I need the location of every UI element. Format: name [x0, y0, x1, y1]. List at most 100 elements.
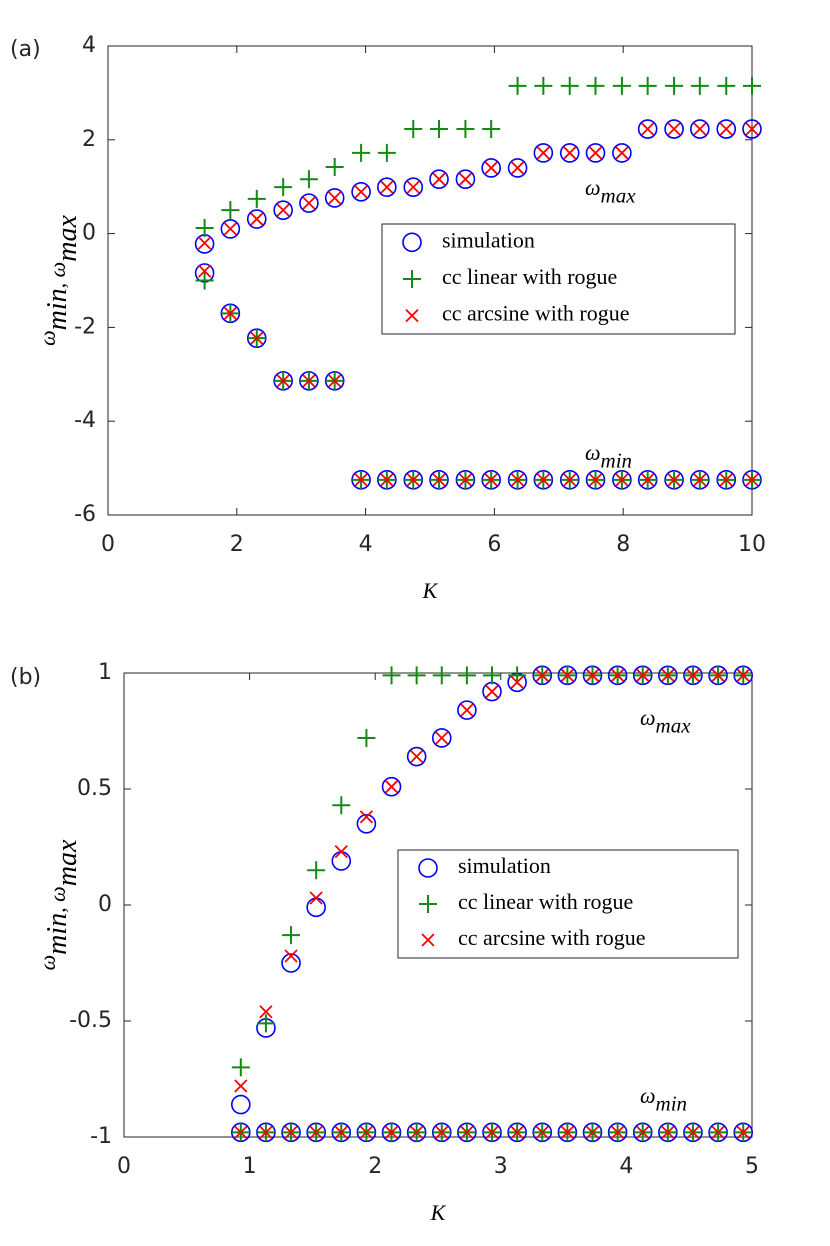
- marker-plus: [586, 76, 605, 95]
- marker-cross: [334, 845, 348, 859]
- marker-cross: [284, 1125, 298, 1139]
- marker-cross: [484, 473, 498, 487]
- marker-cross: [615, 146, 629, 160]
- symbol: , ω: [45, 886, 70, 913]
- symbol: ω: [35, 955, 60, 971]
- marker-plus: [299, 170, 318, 189]
- subscript: max: [52, 215, 83, 262]
- marker-circle: [612, 143, 632, 163]
- marker-plus: [231, 1058, 250, 1077]
- y-tick-label: 0.5: [77, 776, 112, 801]
- marker-cross: [585, 1125, 600, 1139]
- marker-circle: [220, 219, 241, 239]
- marker-circle: [299, 193, 319, 213]
- marker-cross: [536, 473, 550, 487]
- legend-marker: [418, 858, 438, 878]
- subscript: max: [601, 183, 637, 207]
- legend-marker: [403, 270, 421, 288]
- marker-cross: [302, 196, 316, 210]
- marker-cross: [460, 1125, 474, 1139]
- y-axis-label: ωmin, ωmax: [35, 839, 83, 970]
- marker-cross: [276, 203, 290, 217]
- marker-plus: [195, 218, 214, 237]
- marker-cross: [284, 949, 298, 963]
- marker-plus: [325, 158, 344, 177]
- y-tick-label: -6: [74, 502, 96, 527]
- legend-marker: [405, 309, 419, 323]
- marker-cross: [636, 668, 650, 682]
- subscript: max: [52, 839, 83, 886]
- marker-cross: [234, 1125, 248, 1139]
- x-tick-label: 10: [738, 532, 766, 557]
- marker-cross: [410, 1125, 424, 1139]
- marker-circle: [742, 119, 762, 139]
- y-tick-label: 1: [98, 660, 112, 685]
- marker-plus: [282, 926, 301, 945]
- marker-cross: [458, 172, 473, 186]
- x-tick-label: 3: [494, 1154, 508, 1179]
- subscript: min: [42, 913, 73, 955]
- marker-cross: [560, 1125, 575, 1139]
- marker-cross: [432, 172, 446, 186]
- marker-cross: [510, 675, 524, 689]
- subscript: max: [656, 713, 692, 737]
- marker-cross: [563, 473, 577, 487]
- x-tick-label: 4: [619, 1154, 633, 1179]
- marker-plus: [690, 76, 709, 95]
- marker-cross: [384, 1125, 399, 1139]
- marker-cross: [510, 161, 525, 175]
- legend-box: [397, 849, 739, 959]
- marker-plus: [560, 76, 579, 95]
- marker-circle: [507, 158, 528, 178]
- marker-plus: [456, 120, 475, 139]
- marker-cross: [610, 1125, 625, 1139]
- legend-marker: [421, 933, 435, 947]
- panel-label: (a): [10, 37, 41, 62]
- marker-cross: [432, 473, 446, 487]
- legend-label: cc linear with rogue: [458, 889, 633, 914]
- marker-circle: [690, 119, 710, 139]
- marker-circle: [281, 953, 301, 973]
- marker-circle: [331, 851, 352, 871]
- marker-plus: [307, 861, 326, 880]
- marker-cross: [563, 146, 577, 160]
- y-tick-label: 2: [82, 127, 96, 152]
- marker-cross: [276, 374, 290, 388]
- marker-cross: [686, 1125, 700, 1139]
- marker-plus: [432, 666, 451, 685]
- panel-label: (b): [10, 665, 41, 690]
- annotation: ωmax: [585, 175, 636, 207]
- marker-cross: [560, 668, 575, 682]
- marker-cross: [334, 1125, 348, 1139]
- marker-cross: [250, 212, 264, 226]
- marker-cross: [610, 668, 625, 682]
- legend-marker: [419, 895, 437, 913]
- marker-circle: [356, 813, 377, 834]
- marker-cross: [719, 122, 733, 136]
- marker-plus: [430, 120, 449, 139]
- subscript: min: [656, 1091, 688, 1115]
- marker-cross: [719, 473, 733, 487]
- marker-cross: [259, 1005, 273, 1019]
- marker-cross: [354, 185, 368, 199]
- subscript: min: [42, 288, 73, 330]
- marker-circle: [429, 169, 449, 189]
- marker-cross: [309, 891, 323, 905]
- marker-plus: [247, 189, 266, 208]
- marker-cross: [250, 331, 264, 345]
- marker-cross: [410, 749, 424, 764]
- legend-label: cc linear with rogue: [442, 264, 617, 289]
- marker-cross: [302, 374, 316, 388]
- marker-plus: [404, 120, 423, 139]
- marker-cross: [585, 668, 600, 682]
- marker-plus: [332, 796, 351, 815]
- marker-plus: [743, 76, 761, 95]
- marker-plus: [457, 666, 476, 685]
- subscript: min: [601, 448, 633, 472]
- x-axis-label: K: [430, 1200, 447, 1225]
- marker-plus: [508, 76, 527, 95]
- marker-cross: [686, 668, 700, 682]
- marker-circle: [403, 177, 424, 197]
- marker-plus: [357, 728, 376, 747]
